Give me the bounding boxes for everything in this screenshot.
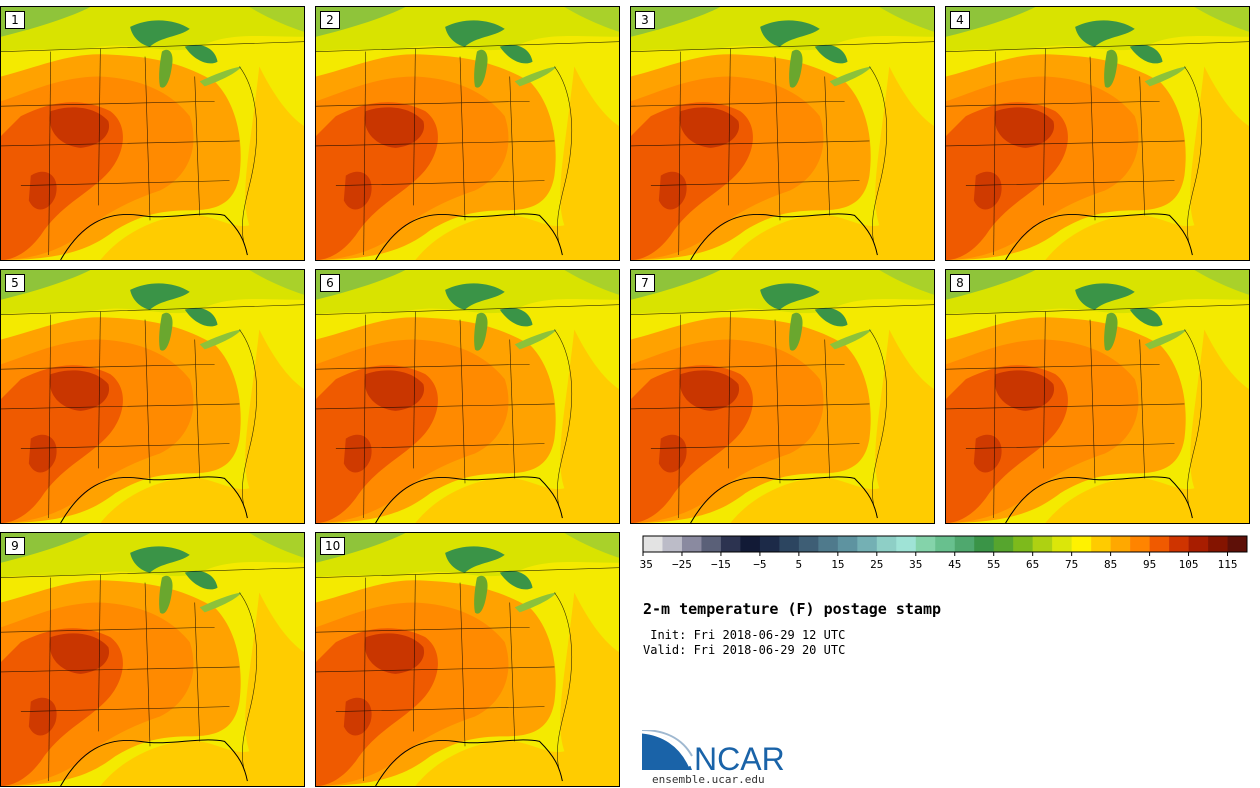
colorbar-swatch (681, 536, 702, 552)
colorbar-tick-label: 55 (987, 558, 1000, 571)
colorbar-swatch (1032, 536, 1053, 552)
temperature-map (1, 7, 304, 260)
colorbar-swatch (896, 536, 917, 552)
colorbar-swatch (954, 536, 975, 552)
panel-number: 5 (5, 274, 25, 292)
colorbar-swatch (1149, 536, 1170, 552)
colorbar-swatch (779, 536, 800, 552)
panel-number: 1 (5, 11, 25, 29)
colorbar-swatch (759, 536, 780, 552)
colorbar-swatch (1052, 536, 1072, 552)
temperature-map (631, 7, 934, 260)
colorbar-tick-label: 5 (796, 558, 803, 571)
map-panel-9: 9 (0, 532, 305, 787)
colorbar-swatch (837, 536, 858, 552)
panel-number: 3 (635, 11, 655, 29)
temperature-map (316, 533, 619, 786)
colorbar-swatch (701, 536, 722, 552)
panel-number: 9 (5, 537, 25, 555)
colorbar-swatch (1091, 536, 1111, 552)
colorbar-swatch (1071, 536, 1092, 552)
map-panel-3: 3 (630, 6, 935, 261)
panel-number: 7 (635, 274, 655, 292)
colorbar-swatch (1188, 536, 1209, 552)
logo-text: NCAR (694, 741, 785, 774)
colorbar-swatch (1130, 536, 1150, 552)
colorbar-tick-label: 65 (1026, 558, 1039, 571)
temperature-map (316, 270, 619, 523)
map-panel-7: 7 (630, 269, 935, 524)
colorbar-tick-label: −15 (711, 558, 731, 571)
colorbar-swatch (1110, 536, 1131, 552)
ncar-logo: NCAR (642, 730, 785, 774)
colorbar-tick-label: 35 (909, 558, 922, 571)
colorbar-swatch (798, 536, 819, 552)
map-panel-2: 2 (315, 6, 620, 261)
colorbar-tick-label: −5 (753, 558, 766, 571)
colorbar-tick-label: −25 (672, 558, 692, 571)
colorbar-tick-label: 115 (1218, 558, 1238, 571)
panel-number: 6 (320, 274, 340, 292)
colorbar-swatch (1227, 536, 1248, 552)
chart-title: 2-m temperature (F) postage stamp (643, 600, 942, 618)
colorbar-tick-label: 75 (1065, 558, 1078, 571)
colorbar-swatch (643, 536, 663, 552)
map-panel-4: 4 (945, 6, 1250, 261)
colorbar-swatch (1013, 536, 1033, 552)
colorbar-frame (642, 535, 1248, 553)
colorbar-tick-label: 25 (870, 558, 883, 571)
colorbar-swatch (720, 536, 741, 552)
colorbar-tick-label: 15 (831, 558, 844, 571)
panel-number: 2 (320, 11, 340, 29)
map-panel-5: 5 (0, 269, 305, 524)
logo-url: ensemble.ucar.edu (652, 773, 765, 786)
colorbar-swatch (876, 536, 897, 552)
temperature-map (1, 270, 304, 523)
panel-number: 4 (950, 11, 970, 29)
colorbar-swatch (740, 536, 761, 552)
colorbar-swatch (935, 536, 956, 552)
colorbar-swatch (974, 536, 995, 552)
panel-number: 10 (320, 537, 346, 555)
colorbar-tick-label: 45 (948, 558, 961, 571)
colorbar-tick-label: 85 (1104, 558, 1117, 571)
map-panel-6: 6 (315, 269, 620, 524)
colorbar: −35 −25 −15 −5 5 15 25 35 45 55 65 75 85 95 105 115 (640, 535, 1248, 571)
colorbar-swatch (818, 536, 839, 552)
colorbar-tick-label: 95 (1143, 558, 1156, 571)
valid-time: Valid: Fri 2018-06-29 20 UTC (643, 643, 846, 657)
temperature-map (1, 533, 304, 786)
temperature-map (946, 7, 1249, 260)
temperature-map (316, 7, 619, 260)
temperature-map (946, 270, 1249, 523)
colorbar-swatch (662, 536, 683, 552)
colorbar-swatch (1208, 536, 1228, 552)
temperature-map (631, 270, 934, 523)
colorbar-tick-label: 105 (1179, 558, 1199, 571)
map-panel-10: 10 (315, 532, 620, 787)
colorbar-tick-label: −35 (640, 558, 653, 571)
map-panel-1: 1 (0, 6, 305, 261)
panel-number: 8 (950, 274, 970, 292)
colorbar-swatch (915, 536, 936, 552)
colorbar-swatch (993, 536, 1014, 552)
colorbar-swatch (857, 536, 878, 552)
colorbar-swatch (1169, 536, 1189, 552)
map-panel-8: 8 (945, 269, 1250, 524)
init-time: Init: Fri 2018-06-29 12 UTC (643, 628, 846, 642)
